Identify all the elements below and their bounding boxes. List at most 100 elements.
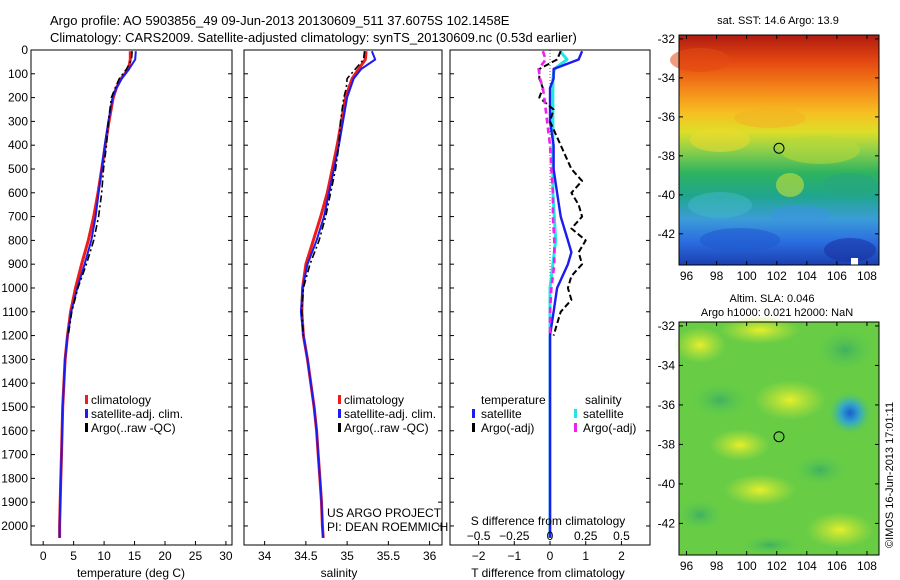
salinity-x-tick-label: 34: [258, 549, 272, 563]
legend-label-s-argo: Argo(-adj): [583, 421, 636, 435]
map-x-tick-label: 102: [767, 269, 787, 283]
map-x-tick-label: 100: [737, 559, 757, 573]
depth-axis-ticks: [31, 49, 650, 527]
map-x-tick-label: 106: [827, 269, 847, 283]
s-difference-axis-label: S difference from climatology: [471, 514, 626, 528]
salinity-x-tick-label: 36: [423, 549, 437, 563]
map-y-tick-label: -36: [658, 110, 676, 124]
depth-tick-label: 1200: [1, 329, 28, 343]
temperature-satellite-adj-clim-line: [58, 51, 137, 538]
imos-timestamp: ©IMOS 16-Jun-2013 17:01:11: [884, 402, 896, 548]
figure-title-line1: Argo profile: AO 5903856_49 09-Jun-2013 …: [50, 13, 510, 28]
legend-title-temperature: temperature: [481, 393, 546, 407]
depth-tick-label: 1000: [1, 281, 28, 295]
difference-legend: temperature salinity satellite Argo(-adj…: [472, 393, 636, 435]
t-difference-x-tick-label: −2: [472, 549, 486, 563]
temperature-x-axis: 0 5 10 15 20 25 30: [40, 541, 233, 563]
salinity-profile-plot: [299, 50, 377, 539]
sst-map-axes: 96 98 100 102 104 106 108 -32 -34 -36 -38 -40 -42: [658, 32, 879, 283]
salinity-satellite-adj-clim-line: [299, 50, 377, 538]
map-y-tick-label: -38: [658, 149, 676, 163]
depth-tick-label: 400: [8, 138, 28, 152]
temperature-plot-frame: [30, 49, 233, 546]
s-difference-tick-label: 0.25: [574, 529, 598, 543]
map-y-tick-label: -42: [658, 227, 676, 241]
difference-t-satellite-line: [548, 50, 584, 538]
map-y-tick-label: -36: [658, 398, 676, 412]
sst-map: [670, 34, 880, 266]
temperature-profile-plot: [58, 51, 137, 538]
sst-map-frame: [678, 34, 880, 266]
depth-tick-label: 800: [8, 233, 28, 247]
legend-label-t-argo: Argo(-adj): [481, 421, 534, 435]
legend-label-argo: Argo(..raw -QC): [91, 421, 176, 435]
salinity-x-tick-label: 34.5: [294, 549, 318, 563]
temperature-axis-label: temperature (deg C): [77, 566, 185, 580]
sla-map-axes: 96 98 100 102 104 106 108 -32 -34 -36 -38 -40 -42: [658, 319, 879, 573]
depth-tick-label: 900: [8, 257, 28, 271]
depth-tick-label: 1700: [1, 448, 28, 462]
depth-axis-labels: 0 100 200 300 400 500 600 700 800 900 1000 1100 1200…: [1, 43, 28, 533]
depth-tick-label: 1900: [1, 495, 28, 509]
depth-tick-label: 1300: [1, 352, 28, 366]
sla-map-frame: [678, 321, 880, 556]
salinity-x-axis: 34 34.5 35 35.5 36: [258, 541, 437, 563]
map-y-tick-label: -42: [658, 516, 676, 530]
map-y-tick-label: -40: [658, 188, 676, 202]
depth-tick-label: 1100: [2, 305, 28, 319]
legend-swatch-s-argo: [574, 423, 577, 432]
depth-tick-label: 300: [8, 114, 28, 128]
t-difference-x-tick-label: −1: [507, 549, 521, 563]
temperature-argo-raw-qc-line: [67, 51, 133, 336]
temperature-x-tick-label: 30: [219, 549, 233, 563]
s-difference-tick-label: −0.25: [499, 529, 530, 543]
depth-tick-label: 600: [8, 186, 28, 200]
temperature-x-tick-label: 5: [70, 549, 77, 563]
credit-line2: PI: DEAN ROEMMICH: [327, 520, 448, 534]
legend-swatch-satellite: [338, 409, 341, 418]
s-difference-tick-label: 0: [547, 529, 554, 543]
salinity-argo-raw-qc-line: [300, 51, 366, 336]
sst-map-texture: [670, 48, 878, 262]
depth-tick-label: 1600: [1, 424, 28, 438]
salinity-legend: climatology satellite-adj. clim. Argo(..…: [338, 393, 436, 435]
argo-position-circle: [773, 431, 785, 443]
sst-missing-cell: [851, 258, 858, 265]
map-y-tick-label: -34: [658, 358, 676, 372]
legend-label-argo: Argo(..raw -QC): [344, 421, 429, 435]
legend-swatch-argo: [338, 423, 341, 432]
difference-s-argo-adj-line: [537, 50, 556, 336]
sla-map-title: Altim. SLA: 0.046: [730, 293, 815, 305]
sst-argo-location-marker: [773, 142, 785, 154]
map-x-tick-label: 108: [857, 269, 877, 283]
difference-x-axis: −2 −1 0 1 2 −0.5 −0.25 0 0.25 0.5: [467, 529, 630, 563]
map-x-tick-label: 96: [680, 559, 694, 573]
sla-argo-location-marker: [773, 431, 785, 443]
map-x-tick-label: 100: [737, 269, 757, 283]
map-x-tick-label: 104: [797, 559, 817, 573]
salinity-axis-label: salinity: [321, 566, 358, 580]
legend-label-climatology: climatology: [91, 393, 151, 407]
map-x-tick-label: 102: [767, 559, 787, 573]
depth-tick-label: 1800: [1, 471, 28, 485]
sla-map: [674, 316, 880, 556]
map-x-tick-label: 98: [710, 559, 724, 573]
map-x-tick-label: 98: [710, 269, 724, 283]
legend-swatch-climatology: [338, 395, 341, 404]
legend-swatch-s-satellite: [574, 409, 577, 418]
map-x-tick-label: 96: [680, 269, 694, 283]
credit-line1: US ARGO PROJECT: [327, 506, 442, 520]
t-difference-x-tick-label: 0: [547, 549, 554, 563]
difference-t-argo-adj-line: [538, 50, 587, 336]
legend-title-salinity: salinity: [585, 393, 622, 407]
map-y-tick-label: -32: [658, 319, 676, 333]
s-difference-tick-label: 0.5: [613, 529, 630, 543]
depth-tick-label: 100: [8, 67, 28, 81]
t-difference-x-tick-label: 2: [618, 549, 625, 563]
difference-profile-plot: [537, 50, 587, 545]
map-y-tick-label: -34: [658, 71, 676, 85]
t-difference-x-tick-label: 1: [582, 549, 589, 563]
legend-swatch-climatology: [85, 395, 88, 404]
map-y-tick-label: -40: [658, 477, 676, 491]
